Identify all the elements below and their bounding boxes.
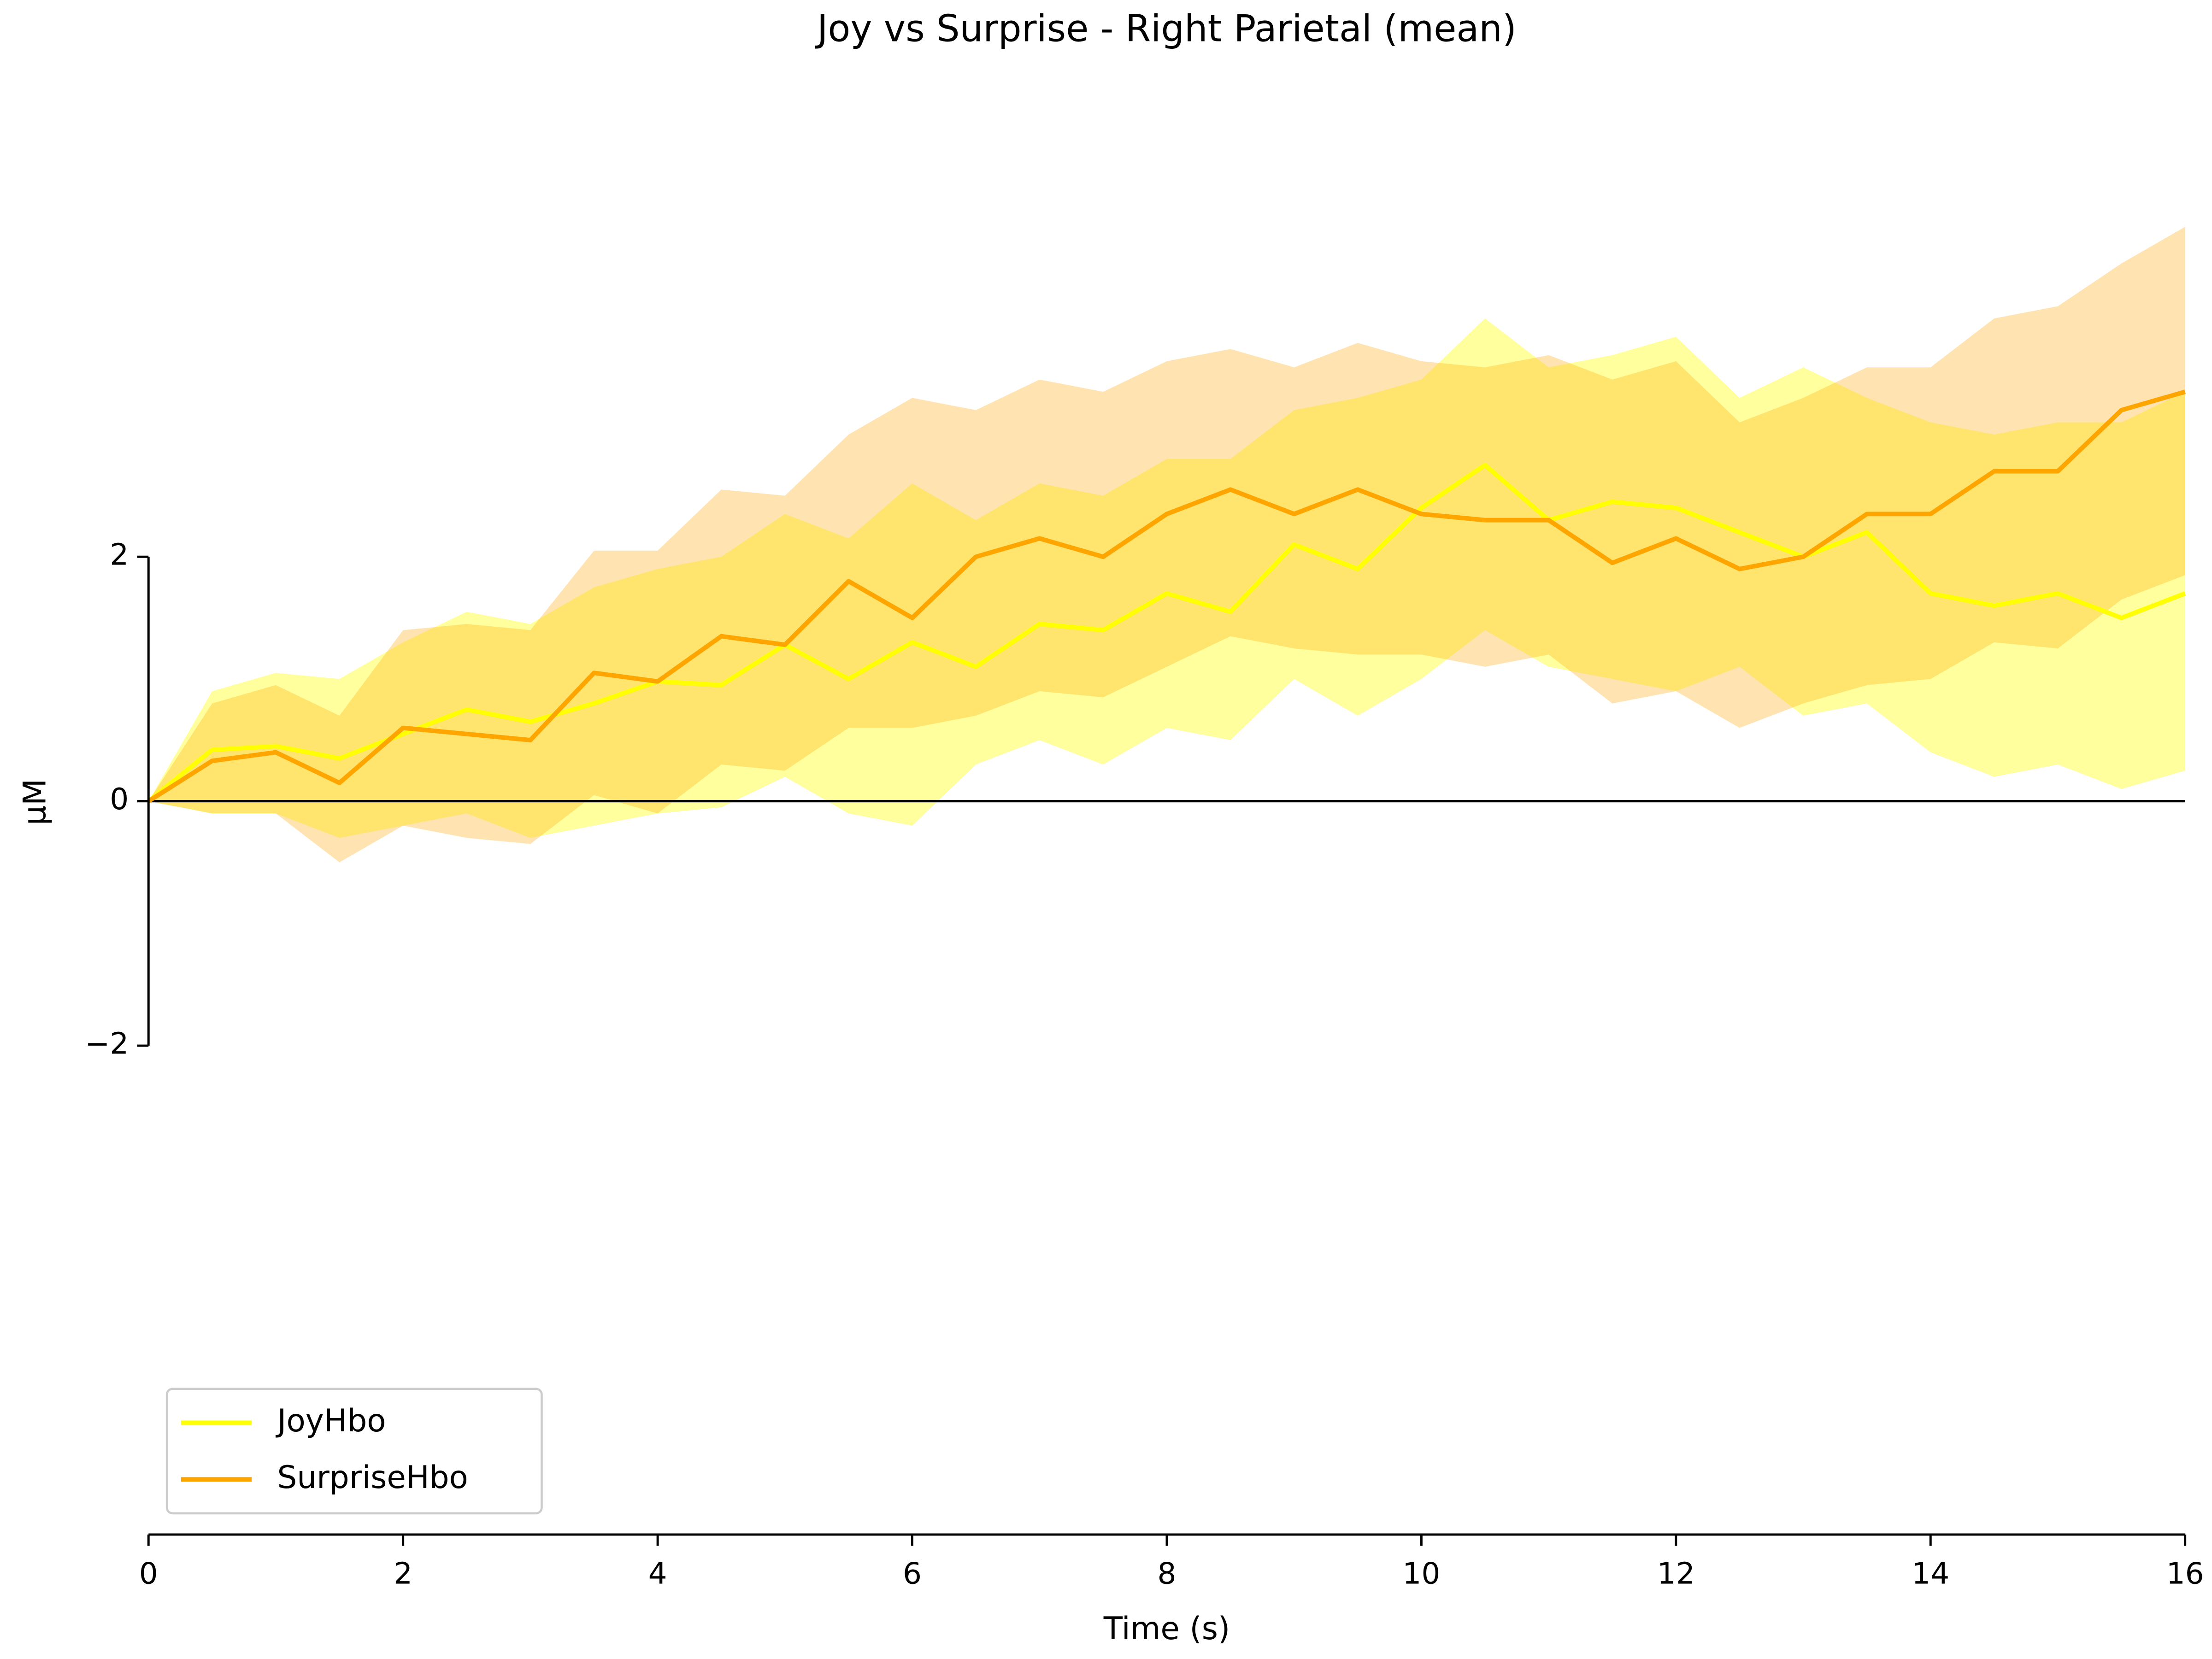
series-line xyxy=(147,463,2186,803)
x-tick-label: 6 xyxy=(903,1556,922,1591)
x-tick-label: 12 xyxy=(1657,1556,1695,1591)
x-axis-label: Time (s) xyxy=(1103,1610,1230,1647)
legend: JoyHbo SurpriseHbo xyxy=(165,1388,543,1515)
y-tick-label: −2 xyxy=(85,1027,129,1061)
y-tick-label: 2 xyxy=(110,538,129,572)
x-tick-label: 10 xyxy=(1402,1556,1440,1591)
x-tick-label: 16 xyxy=(2166,1556,2204,1591)
y-axis-label: µM xyxy=(16,779,53,825)
x-tick-label: 4 xyxy=(648,1556,667,1591)
chart-title: Joy vs Surprise - Right Parietal (mean) xyxy=(815,7,1517,50)
x-tick-label: 8 xyxy=(1157,1556,1176,1591)
x-tick-label: 0 xyxy=(139,1556,158,1591)
x-tick-label: 2 xyxy=(394,1556,412,1591)
legend-frame xyxy=(165,1388,543,1515)
series-line xyxy=(147,389,2186,803)
ci-band xyxy=(148,318,2185,838)
legend-label: JoyHbo xyxy=(276,1402,386,1439)
y-tick-label: 0 xyxy=(110,782,129,817)
x-tick-label: 14 xyxy=(1912,1556,1949,1591)
legend-label: SurpriseHbo xyxy=(277,1459,468,1495)
ci-band xyxy=(148,227,2185,863)
